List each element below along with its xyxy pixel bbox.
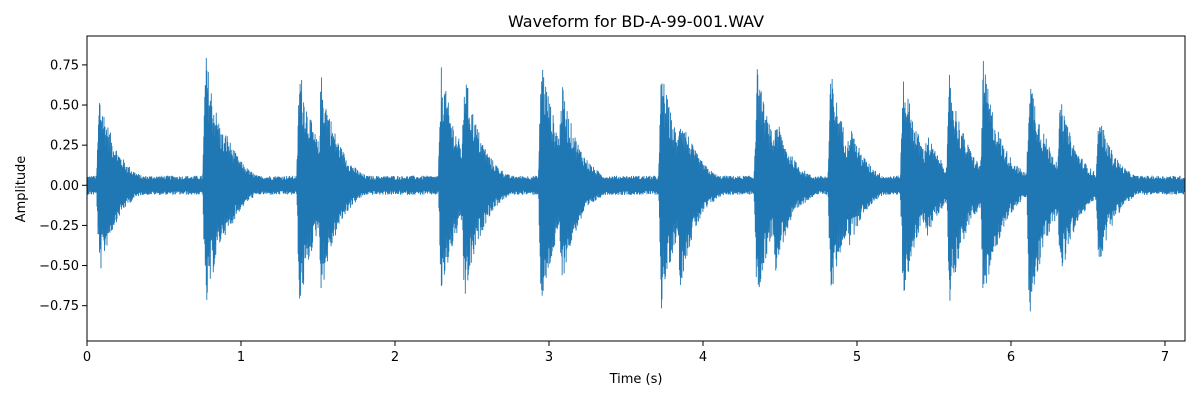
x-tick-label: 2 xyxy=(391,350,399,365)
y-tick-label: −0.50 xyxy=(39,259,79,274)
x-tick-label: 7 xyxy=(1161,350,1169,365)
x-tick-label: 5 xyxy=(853,350,861,365)
waveform-series-line xyxy=(86,57,1186,312)
x-axis-title: Time (s) xyxy=(609,372,663,387)
x-axis: 0 1 2 3 4 5 6 7 xyxy=(83,341,1169,365)
y-tick-label: −0.75 xyxy=(39,299,79,314)
x-tick-label: 1 xyxy=(237,350,245,365)
axes-frame xyxy=(86,35,1186,342)
y-tick-label: 0.75 xyxy=(50,58,79,73)
x-tick-label: 3 xyxy=(545,350,553,365)
y-tick-label: 0.50 xyxy=(50,99,79,114)
x-tick-label: 0 xyxy=(83,350,91,365)
x-tick-label: 4 xyxy=(699,350,707,365)
y-tick-label: 0.00 xyxy=(50,179,79,194)
y-tick-label: 0.25 xyxy=(50,139,79,154)
y-axis: −0.75 −0.50 −0.25 0.00 0.25 0.50 0.75 xyxy=(39,58,87,314)
x-tick-label: 6 xyxy=(1007,350,1015,365)
chart-title: Waveform for BD-A-99-001.WAV xyxy=(508,12,764,31)
y-tick-label: −0.25 xyxy=(39,219,79,234)
plot-area xyxy=(86,57,1186,312)
y-axis-title: Amplitude xyxy=(14,156,29,223)
